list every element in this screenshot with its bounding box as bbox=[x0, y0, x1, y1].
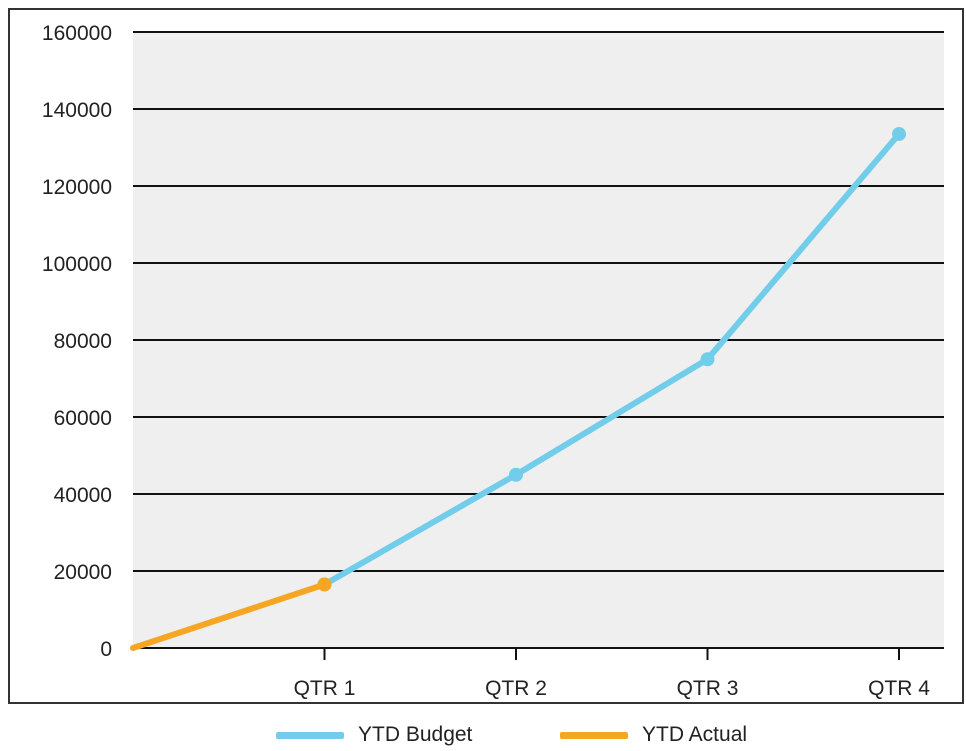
series-line-ytd-budget bbox=[321, 131, 902, 588]
y-tick-label-100000: 100000 bbox=[42, 253, 112, 276]
x-tick-label-2: QTR 2 bbox=[485, 677, 547, 700]
legend-label-ytd-budget: YTD Budget bbox=[358, 723, 473, 746]
data-point-ytd-budget-4 bbox=[892, 127, 906, 142]
legend-swatch-ytd-budget bbox=[276, 731, 344, 739]
x-tick-label-3: QTR 3 bbox=[677, 677, 739, 700]
legend-item-ytd-actual: YTD Actual bbox=[560, 722, 747, 748]
legend-swatch-ytd-actual bbox=[560, 731, 628, 739]
y-tick-label-160000: 160000 bbox=[42, 22, 112, 45]
y-tick-label-120000: 120000 bbox=[42, 176, 112, 199]
data-point-ytd-actual-2 bbox=[317, 577, 332, 592]
x-tick-label-4: QTR 4 bbox=[868, 677, 930, 700]
legend-label-ytd-actual: YTD Actual bbox=[642, 723, 748, 746]
data-point-ytd-budget-3 bbox=[700, 352, 715, 367]
data-point-ytd-budget-2 bbox=[509, 467, 523, 482]
x-tick-label-1: QTR 1 bbox=[294, 677, 356, 700]
y-tick-label-80000: 80000 bbox=[54, 330, 112, 353]
series-line-ytd-actual bbox=[130, 581, 328, 651]
line-chart: 0 20000 40000 60000 80000 100000 120000 140000 1… bbox=[42, 22, 944, 700]
y-tick-label-60000: 60000 bbox=[54, 407, 112, 430]
y-tick-label-140000: 140000 bbox=[42, 99, 112, 122]
chart-legend: YTD Budget YTD Actual bbox=[0, 712, 966, 751]
legend-item-ytd-budget: YTD Budget bbox=[276, 722, 472, 748]
y-tick-label-20000: 20000 bbox=[54, 561, 112, 584]
y-tick-label-40000: 40000 bbox=[54, 484, 112, 507]
y-tick-label-0: 0 bbox=[100, 638, 112, 661]
